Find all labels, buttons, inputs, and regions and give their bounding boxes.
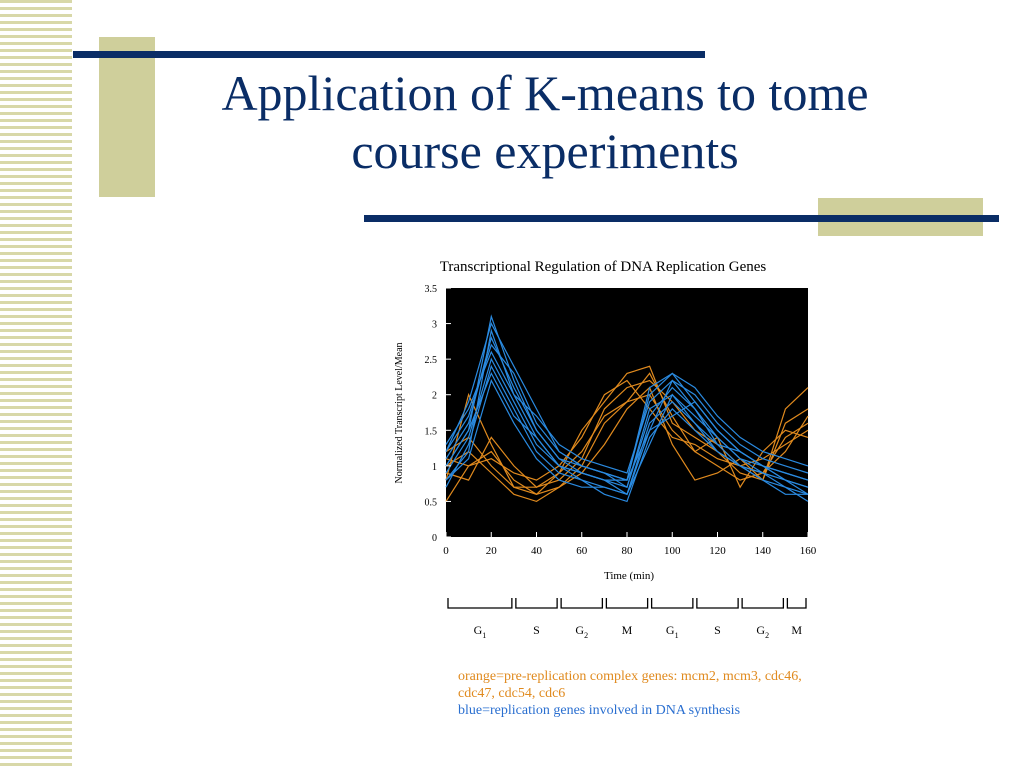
phase-bracket <box>515 598 558 609</box>
phase-bracket <box>650 598 694 609</box>
phase-bracket <box>560 598 604 609</box>
phase-bracket <box>447 598 513 609</box>
chart-title: Transcriptional Regulation of DNA Replic… <box>440 259 767 275</box>
title-rule-bottom <box>364 215 999 222</box>
phase-label: G2 <box>575 623 588 640</box>
series-line-blue-11 <box>445 336 809 495</box>
plot-background <box>446 288 808 537</box>
accent-block-top <box>99 37 155 197</box>
x-tick-label: 60 <box>576 545 588 557</box>
series-lines <box>445 314 809 503</box>
phase-label: G1 <box>666 623 679 640</box>
chart: Transcriptional Regulation of DNA Replic… <box>394 259 817 640</box>
axes: 0 20 40 60 80 100 120 140 160 0 0.5 1 1.5 2 2.5 3 3.5 <box>425 284 817 557</box>
y-tick-label: 1.5 <box>425 426 438 437</box>
y-tick-label: 0.5 <box>425 497 438 508</box>
slide-title-line-2: course experiments <box>351 123 739 179</box>
phase-label: M <box>791 623 802 637</box>
x-axis-label: Time (min) <box>604 570 654 582</box>
x-tick-label: 120 <box>709 545 726 557</box>
slide-title: Application of K-means to tome course ex… <box>100 64 990 180</box>
y-tick-label: 3 <box>432 320 437 331</box>
legend-blue: blue=replication genes involved in DNA s… <box>458 703 741 718</box>
y-tick-label: 0 <box>432 533 437 544</box>
x-tick-label: 100 <box>664 545 681 557</box>
x-tick-label: 40 <box>531 545 543 557</box>
phase-label: M <box>622 623 633 637</box>
legend: orange=pre-replication complex genes: mc… <box>458 668 818 719</box>
x-tick-label: 80 <box>622 545 634 557</box>
phase-bracket <box>605 598 649 609</box>
x-tick-label: 0 <box>443 545 449 557</box>
series-line-orange-5 <box>445 372 809 489</box>
y-axis-label: Normalized Transcript Level/Mean <box>394 342 405 483</box>
series-line-blue-13 <box>445 350 809 474</box>
x-tick-label: 20 <box>486 545 498 557</box>
slide-title-line-1: Application of K-means to tome <box>221 65 869 121</box>
phase-label: G1 <box>474 623 487 640</box>
legend-orange: orange=pre-replication complex genes: mc… <box>458 669 802 701</box>
cell-cycle-phases: G1 S G2 M G1 S G2 M <box>447 598 807 640</box>
phase-label: S <box>533 623 540 637</box>
phase-bracket <box>741 598 785 609</box>
phase-bracket <box>786 598 807 609</box>
x-tick-label: 140 <box>755 545 772 557</box>
left-stripe-decoration <box>0 0 72 768</box>
phase-bracket <box>696 598 739 609</box>
series-line-orange-6 <box>445 386 809 503</box>
y-tick-label: 1 <box>432 462 437 473</box>
phase-label: S <box>714 623 721 637</box>
y-tick-label: 3.5 <box>425 284 438 295</box>
series-line-blue-16 <box>445 322 809 481</box>
series-line-blue-15 <box>445 378 808 496</box>
title-rule-top <box>73 51 705 58</box>
y-tick-label: 2 <box>432 391 437 402</box>
phase-label: G2 <box>756 623 769 640</box>
y-tick-label: 2.5 <box>425 355 438 366</box>
x-tick-label: 160 <box>800 545 817 557</box>
